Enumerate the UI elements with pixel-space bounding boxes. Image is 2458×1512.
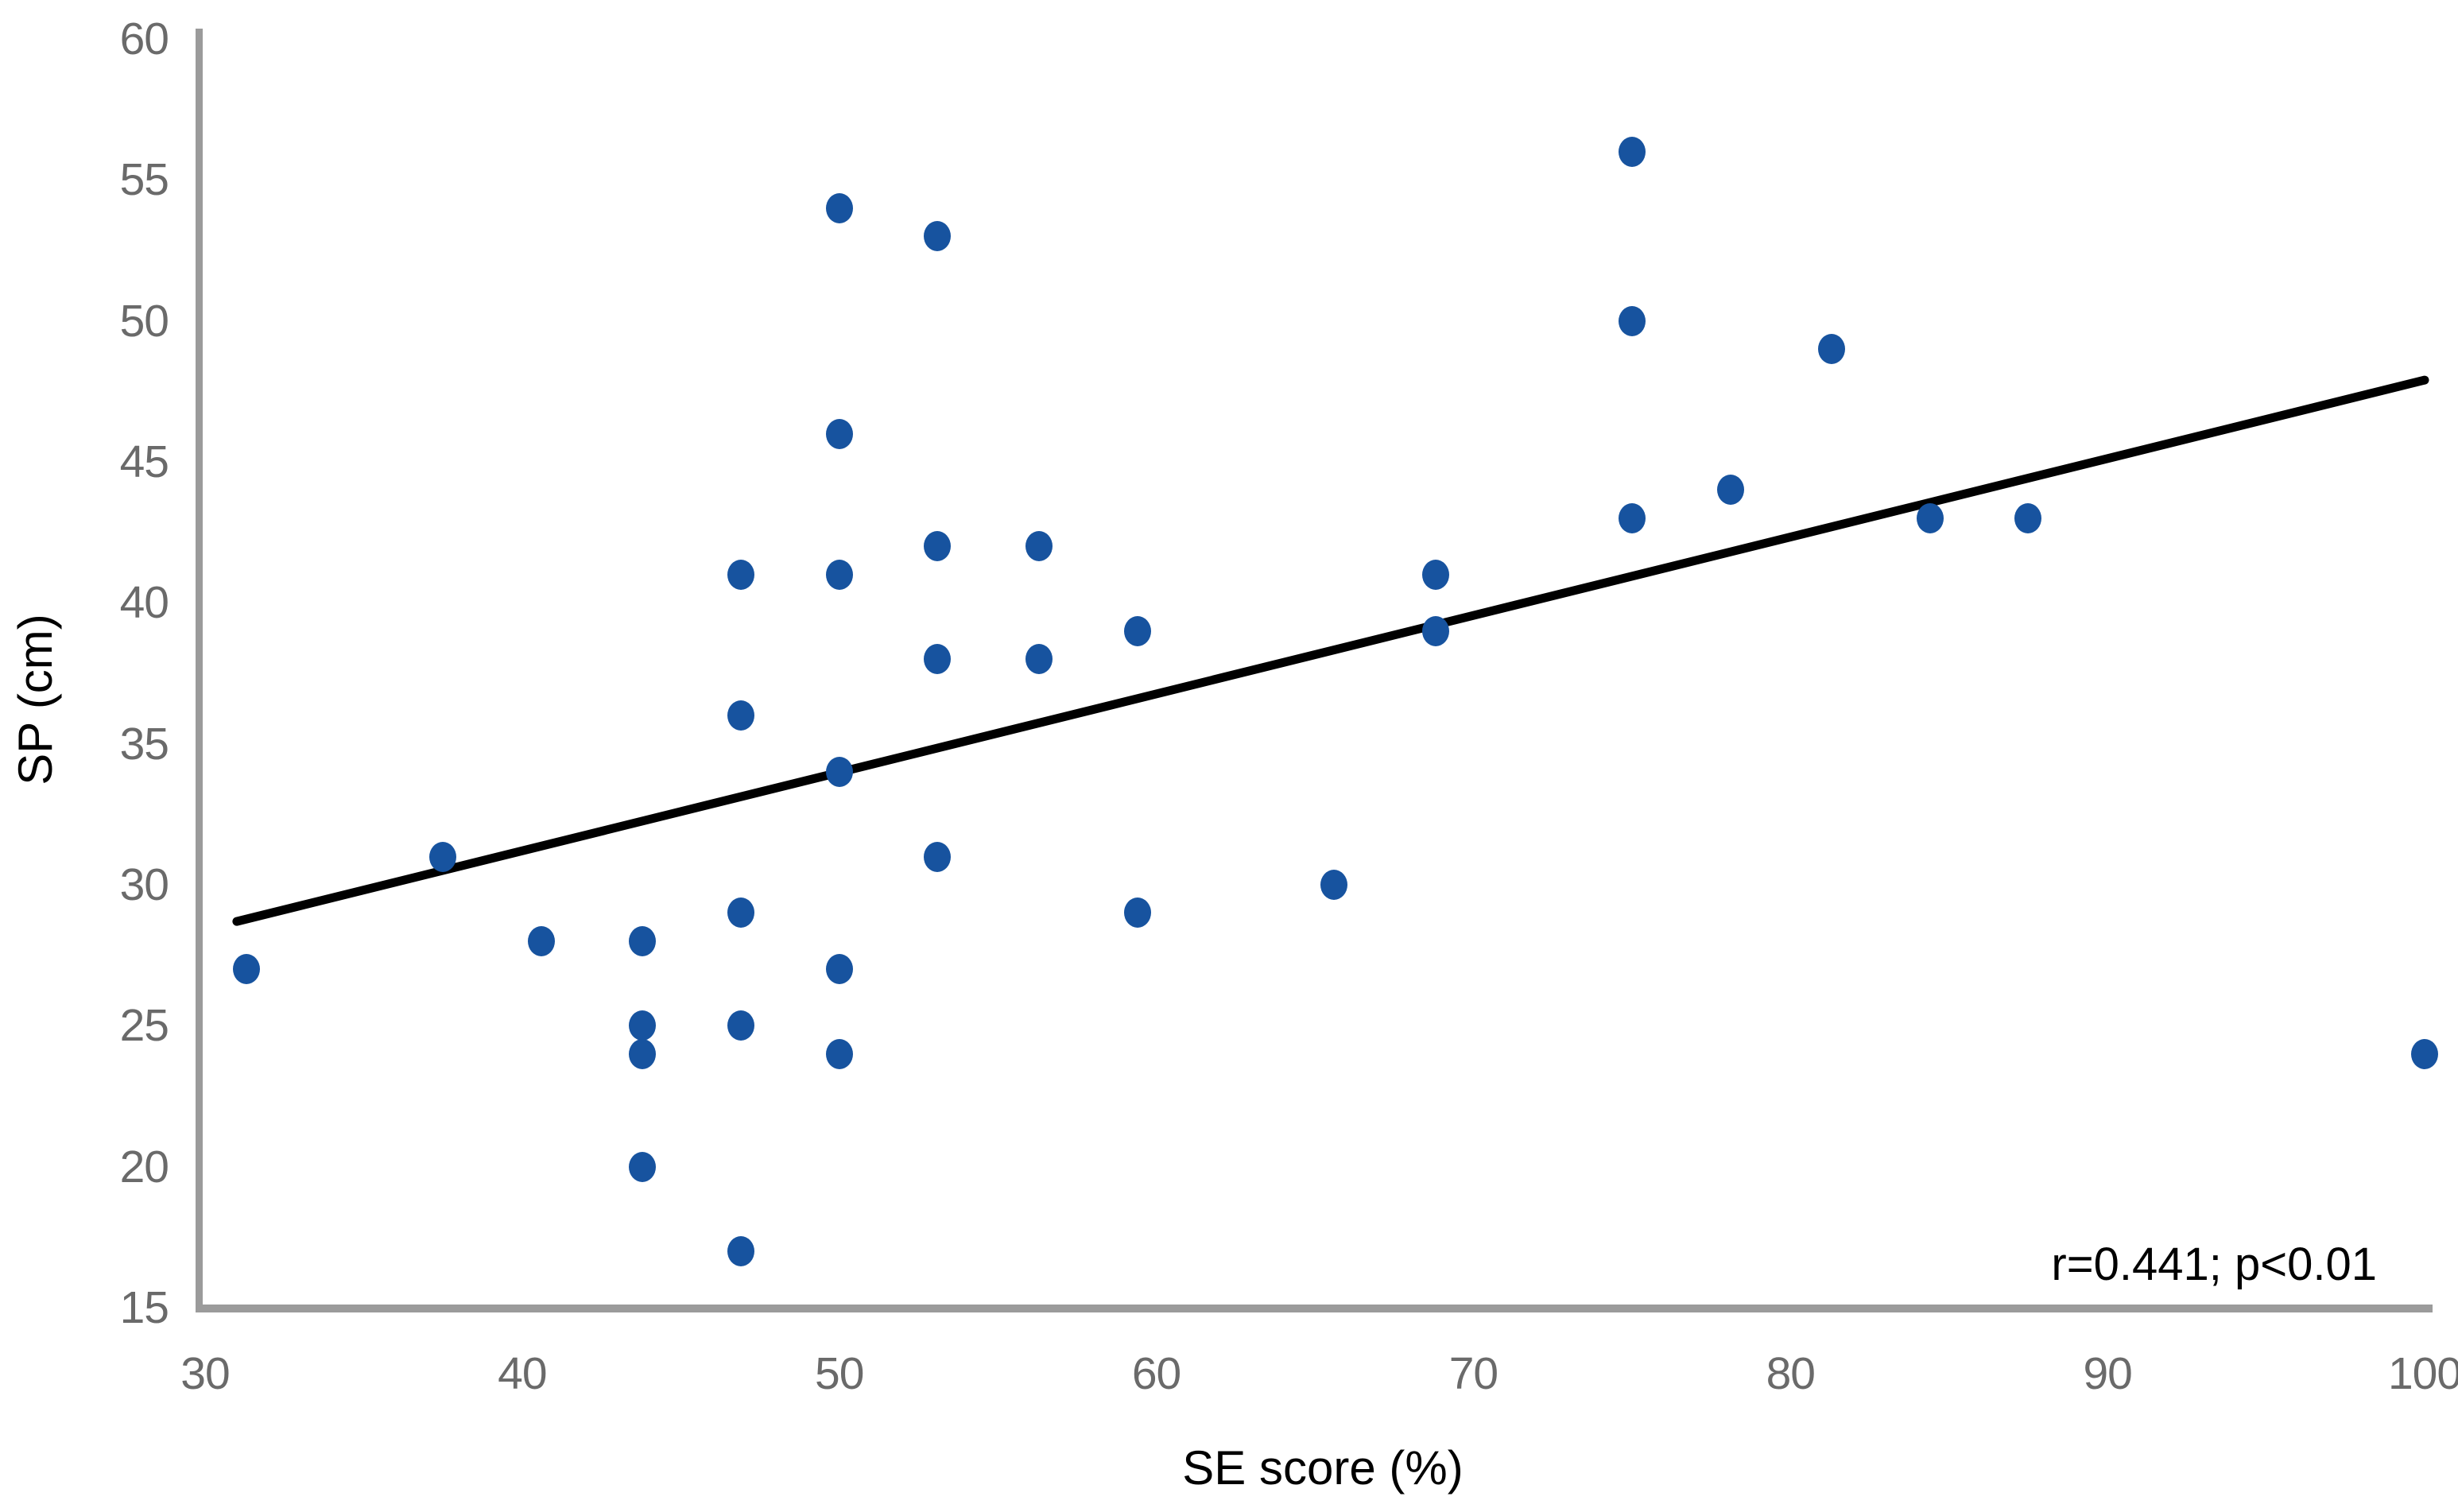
x-tick-label: 30 bbox=[180, 1348, 230, 1399]
data-point bbox=[629, 925, 657, 956]
x-tick-label: 60 bbox=[1131, 1348, 1181, 1399]
data-point bbox=[1123, 898, 1151, 929]
data-point bbox=[924, 221, 952, 252]
y-tick-label: 50 bbox=[119, 295, 169, 347]
x-axis-line bbox=[196, 1305, 2433, 1312]
x-tick-label: 80 bbox=[1766, 1348, 1816, 1399]
x-tick-label: 100 bbox=[2387, 1348, 2458, 1399]
data-point bbox=[727, 1236, 755, 1267]
data-point bbox=[1421, 559, 1449, 590]
x-tick-label: 50 bbox=[815, 1348, 864, 1399]
data-point bbox=[825, 192, 853, 223]
data-point bbox=[1421, 615, 1449, 646]
data-point bbox=[1025, 644, 1053, 675]
data-point bbox=[1818, 334, 1846, 365]
data-point bbox=[825, 418, 853, 449]
data-point bbox=[2014, 502, 2042, 533]
data-point bbox=[727, 700, 755, 731]
x-tick-label: 40 bbox=[498, 1348, 547, 1399]
data-point bbox=[1025, 531, 1053, 562]
y-tick-label: 20 bbox=[119, 1141, 169, 1192]
y-tick-label: 45 bbox=[119, 436, 169, 487]
data-point bbox=[825, 1038, 853, 1069]
data-point bbox=[629, 1038, 657, 1069]
data-point bbox=[1618, 502, 1646, 533]
data-point bbox=[924, 644, 952, 675]
y-tick-label: 35 bbox=[119, 718, 169, 770]
data-point bbox=[1716, 475, 1744, 506]
data-point bbox=[825, 757, 853, 788]
data-point bbox=[825, 559, 853, 590]
data-point bbox=[727, 898, 755, 929]
data-point bbox=[429, 841, 457, 872]
data-point bbox=[1123, 615, 1151, 646]
data-point bbox=[629, 1010, 657, 1041]
data-point bbox=[1916, 502, 1944, 533]
data-point bbox=[727, 559, 755, 590]
y-axis-line bbox=[196, 29, 203, 1312]
data-point bbox=[1320, 870, 1347, 900]
trend-line bbox=[232, 375, 2429, 926]
data-point bbox=[629, 1151, 657, 1182]
y-tick-label: 15 bbox=[119, 1282, 169, 1333]
y-tick-label: 30 bbox=[119, 859, 169, 910]
x-tick-label: 70 bbox=[1448, 1348, 1498, 1399]
y-tick-label: 60 bbox=[119, 14, 169, 64]
data-point bbox=[527, 925, 555, 956]
y-tick-label: 25 bbox=[119, 1000, 169, 1052]
data-point bbox=[1618, 136, 1646, 167]
data-point bbox=[2411, 1038, 2438, 1069]
data-point bbox=[727, 1010, 755, 1041]
y-tick-label: 40 bbox=[119, 577, 169, 629]
data-point bbox=[1618, 305, 1646, 336]
x-tick-label: 90 bbox=[2083, 1348, 2132, 1399]
correlation-annotation: r=0.441; p<0.01 bbox=[2051, 1239, 2377, 1290]
data-point bbox=[924, 531, 952, 562]
x-axis-title: SE score (%) bbox=[1182, 1441, 1464, 1495]
data-point bbox=[825, 954, 853, 985]
y-tick-label: 55 bbox=[119, 154, 169, 206]
data-point bbox=[924, 841, 952, 872]
data-point bbox=[232, 954, 260, 985]
